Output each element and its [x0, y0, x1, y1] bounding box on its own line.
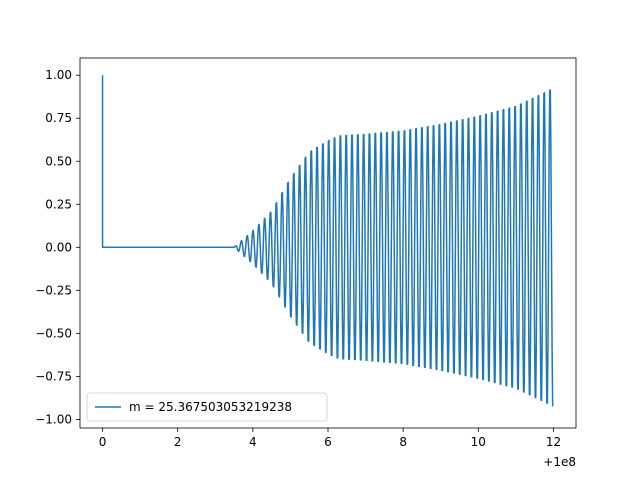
plot-area: [101, 75, 554, 407]
y-tick-label: −0.50: [35, 326, 72, 340]
y-tick-label: 1.00: [45, 68, 72, 82]
x-tick-label: 10: [471, 435, 486, 449]
y-tick-label: −1.00: [35, 412, 72, 426]
x-tick-label: 0: [99, 435, 107, 449]
y-tick-label: −0.75: [35, 369, 72, 383]
legend-label: m = 25.367503053219238: [129, 400, 292, 414]
x-tick-label: 2: [174, 435, 182, 449]
axes: 0 2 4 6 8 10 12 1.00 0.75 0.50 0.25 0.00 −0.25 −0.50 −…: [35, 57, 577, 469]
x-tick-label: 6: [324, 435, 332, 449]
y-tick-label: 0.00: [45, 240, 72, 254]
y-tick-label: 0.75: [45, 111, 72, 125]
x-tick-label: 4: [249, 435, 257, 449]
x-offset-label: +1e8: [543, 455, 576, 469]
y-tick-label: −0.25: [35, 283, 72, 297]
legend-box: [86, 392, 328, 422]
x-tick-label: 8: [399, 435, 407, 449]
series-line: [101, 75, 554, 407]
x-tick-label: 12: [546, 435, 561, 449]
legend: m = 25.367503053219238: [86, 392, 328, 422]
y-tick-label: 0.50: [45, 154, 72, 168]
y-tick-label: 0.25: [45, 197, 72, 211]
